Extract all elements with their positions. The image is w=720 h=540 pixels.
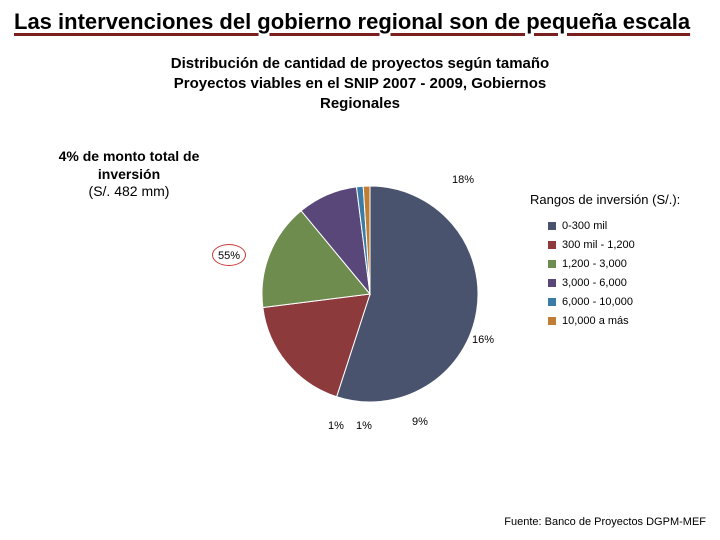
legend-item: 3,000 - 6,000 <box>548 277 635 289</box>
subtitle-line-3: Regionales <box>320 95 400 112</box>
legend-item: 6,000 - 10,000 <box>548 296 635 308</box>
page-title: Las intervenciones del gobierno regional… <box>14 8 706 36</box>
subtitle-line-2: Proyectos viables en el SNIP 2007 - 2009… <box>174 75 546 92</box>
legend-swatch <box>548 260 556 268</box>
pie-annotation: 4% de monto total de inversión (S/. 482 … <box>44 148 214 201</box>
chart-subtitle: Distribución de cantidad de proyectos se… <box>0 54 720 115</box>
legend-label: 0-300 mil <box>562 220 607 232</box>
legend-item: 0-300 mil <box>548 220 635 232</box>
pie-slice-label: 16% <box>472 334 494 346</box>
pie-slice-label: 1% <box>328 420 344 432</box>
annotation-line-1: 4% de monto total de <box>59 148 200 164</box>
source-text: Fuente: Banco de Proyectos DGPM-MEF <box>504 516 706 528</box>
chart-area: 4% de monto total de inversión (S/. 482 … <box>0 124 720 454</box>
legend-item: 1,200 - 3,000 <box>548 258 635 270</box>
legend-swatch <box>548 298 556 306</box>
legend-swatch <box>548 317 556 325</box>
legend-label: 6,000 - 10,000 <box>562 296 633 308</box>
legend-swatch <box>548 222 556 230</box>
subtitle-line-1: Distribución de cantidad de proyectos se… <box>171 55 549 72</box>
legend-label: 3,000 - 6,000 <box>562 277 627 289</box>
pie-slice-label: 18% <box>452 174 474 186</box>
legend-swatch <box>548 241 556 249</box>
pie-slice-label: 55% <box>218 250 240 262</box>
legend-swatch <box>548 279 556 287</box>
pie-slice-label: 1% <box>356 420 372 432</box>
pie-slice-label: 9% <box>412 416 428 428</box>
legend: 0-300 mil 300 mil - 1,200 1,200 - 3,000 3,0… <box>548 220 635 334</box>
annotation-line-3: (S/. 482 mm) <box>89 183 170 199</box>
legend-label: 10,000 a más <box>562 315 629 327</box>
pie-chart <box>260 184 480 404</box>
legend-item: 300 mil - 1,200 <box>548 239 635 251</box>
legend-title: Rangos de inversión (S/.): <box>530 192 680 207</box>
legend-label: 300 mil - 1,200 <box>562 239 635 251</box>
legend-item: 10,000 a más <box>548 315 635 327</box>
legend-label: 1,200 - 3,000 <box>562 258 627 270</box>
annotation-line-2: inversión <box>98 166 160 182</box>
